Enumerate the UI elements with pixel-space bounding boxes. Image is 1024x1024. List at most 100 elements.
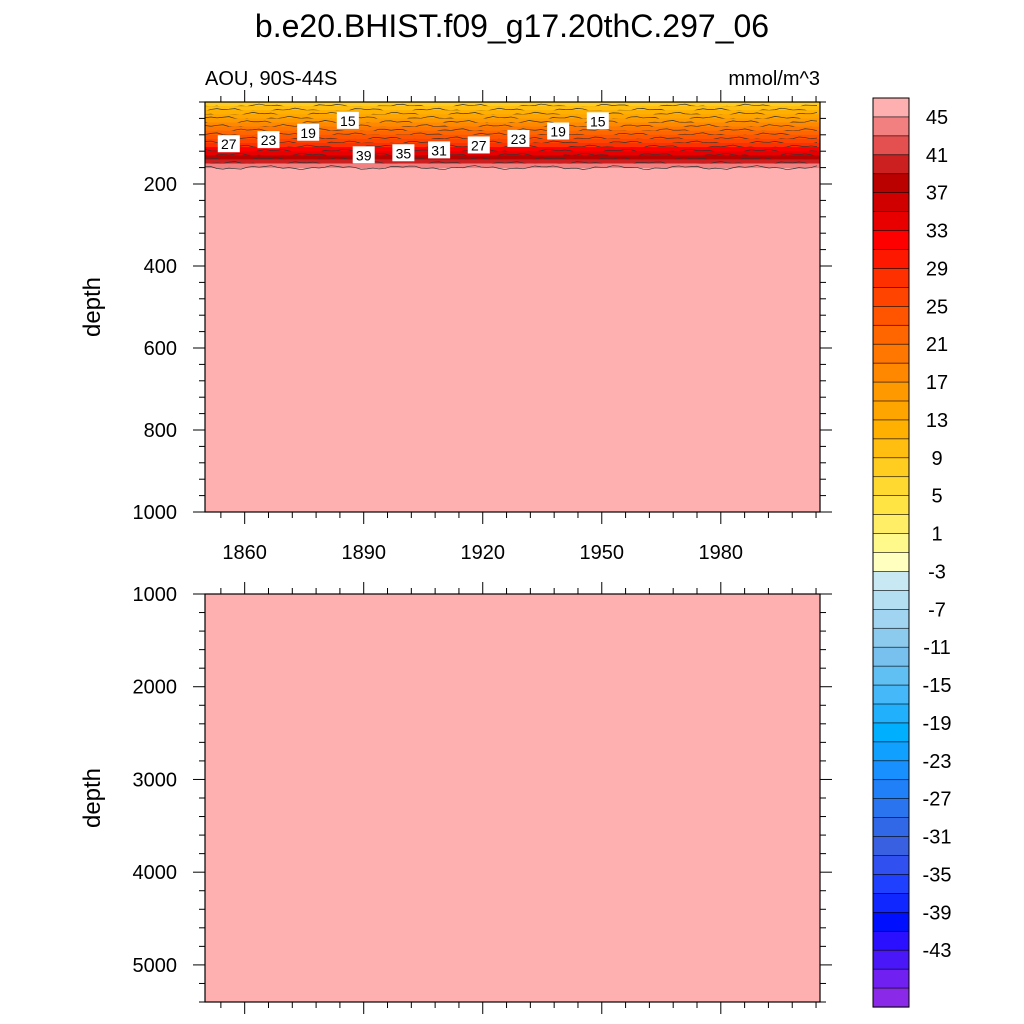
- contour-label-box: [467, 136, 490, 154]
- contour-band: [205, 110, 820, 115]
- contour-band: [205, 122, 820, 128]
- colorbar-box: [872, 779, 910, 800]
- contour-label: 19: [547, 122, 570, 140]
- contour-label: 23: [507, 129, 530, 147]
- colorbar-box: [872, 268, 910, 288]
- colorbar-label: -39: [923, 902, 952, 924]
- colorbar-label: -3: [928, 561, 946, 583]
- colorbar-box: [872, 287, 910, 307]
- y-tick-label: 2000: [133, 677, 178, 699]
- colorbar-label: 13: [926, 410, 948, 432]
- contour-label-text: 35: [396, 145, 412, 161]
- colorbar-label: -23: [923, 751, 952, 773]
- colorbar-label: -35: [923, 864, 952, 886]
- contour-band: [205, 106, 820, 111]
- contour-label-box: [586, 112, 609, 130]
- contour-band: [205, 102, 820, 107]
- x-tick-label: 1950: [580, 542, 625, 564]
- contour-label: 27: [467, 136, 490, 154]
- colorbar-box: [872, 646, 910, 667]
- y-tick-label: 200: [144, 174, 177, 196]
- y-tick-label: 4000: [133, 862, 178, 884]
- colorbar-box: [872, 590, 910, 610]
- contour-label: 27: [217, 135, 240, 153]
- contour-label-box: [352, 146, 375, 164]
- y-tick-label: 3000: [133, 769, 178, 791]
- y-tick-label: 800: [144, 420, 177, 442]
- contour-label-box: [547, 122, 570, 140]
- contour-label: 15: [586, 112, 609, 130]
- colorbar-label: 9: [931, 448, 942, 470]
- contour-label-text: 15: [590, 113, 606, 129]
- colorbar-box: [872, 438, 910, 459]
- colorbar-label: 5: [931, 486, 942, 508]
- contour-label: 31: [428, 141, 451, 159]
- y-axis-label: depth: [79, 768, 106, 828]
- contour-line: [204, 165, 818, 171]
- colorbar-box: [872, 893, 910, 913]
- contour-label-text: 19: [300, 125, 316, 141]
- colorbar-box: [872, 533, 910, 554]
- y-tick-label: 1000: [133, 584, 178, 606]
- colorbar-box: [872, 703, 910, 724]
- colorbar-box: [872, 249, 910, 270]
- contour-label: 39: [352, 146, 375, 164]
- colorbar-label: 21: [926, 334, 948, 356]
- contour-label: 19: [297, 123, 320, 141]
- y-axis-label: depth: [79, 277, 106, 337]
- chart-subtitle-right: mmol/m^3: [728, 68, 820, 90]
- contour-label-box: [336, 111, 359, 129]
- colorbar-box: [872, 495, 910, 516]
- colorbar-frame: [872, 97, 910, 1008]
- colorbar-box: [872, 419, 910, 440]
- contour-label-text: 27: [471, 137, 487, 153]
- colorbar-box: [872, 211, 910, 232]
- contour-label-box: [507, 129, 530, 147]
- colorbar-box: [872, 760, 910, 781]
- colorbar-label: -27: [923, 789, 952, 811]
- lower-panel: 1000 2000 3000 4000 5000 depth: [79, 582, 832, 1014]
- colorbar-box: [872, 987, 910, 1008]
- contour-label-box: [297, 123, 320, 141]
- chart-subtitle-left: AOU, 90S-44S: [205, 68, 337, 90]
- upper-panel: 27 23 19 15 39 35 31 27 23 19 15 200 400 600 800 1000 18…: [79, 90, 832, 564]
- contour-label-text: 19: [550, 124, 566, 140]
- colorbar-box: [872, 684, 910, 705]
- y-tick-label: 5000: [133, 955, 178, 977]
- colorbar-box: [872, 116, 910, 137]
- colorbar-box: [872, 949, 910, 970]
- contour-band: [205, 155, 820, 160]
- contour-band: [205, 118, 820, 123]
- colorbar-box: [872, 817, 910, 838]
- colorbar-box: [872, 741, 910, 762]
- contour-label-text: 27: [221, 136, 237, 152]
- colorbar-label: 41: [926, 145, 948, 167]
- colorbar-box: [872, 665, 910, 686]
- colorbar-label: -43: [923, 940, 952, 962]
- contour-label-text: 23: [511, 131, 527, 147]
- contour-label-box: [428, 141, 451, 159]
- colorbar-box: [872, 874, 910, 894]
- colorbar-label: -11: [923, 637, 950, 659]
- colorbar-box: [872, 836, 910, 857]
- colorbar-box: [872, 855, 910, 876]
- contour-label: 23: [257, 131, 280, 149]
- upper-panel-fill: [205, 102, 820, 512]
- contour-label-box: [257, 131, 280, 149]
- colorbar-box: [872, 609, 910, 629]
- colorbar-box: [872, 552, 910, 573]
- x-tick-label: 1920: [460, 542, 505, 564]
- y-tick-label: 1000: [133, 502, 178, 524]
- contour-label-text: 39: [356, 147, 372, 163]
- colorbar-box: [872, 912, 910, 932]
- colorbar: 45 41 37 33 29 25 21 17 13 9 5 1 -3 -7 -11 -15 -19 -23 -27…: [872, 97, 952, 1008]
- colorbar-box: [872, 192, 910, 213]
- contour-label: 15: [336, 111, 359, 129]
- colorbar-box: [872, 476, 910, 497]
- contour-line: [204, 161, 818, 166]
- colorbar-label: 17: [926, 372, 948, 394]
- lower-panel-fill: [205, 594, 820, 1002]
- colorbar-label: -15: [923, 675, 952, 697]
- colorbar-box: [872, 514, 910, 535]
- contour-band: [205, 114, 820, 119]
